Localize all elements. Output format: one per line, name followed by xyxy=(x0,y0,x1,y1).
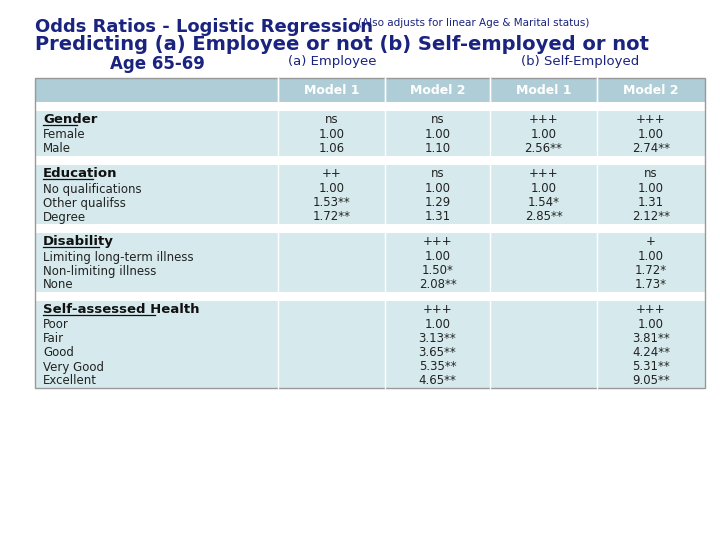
Text: Male: Male xyxy=(43,143,71,156)
Bar xyxy=(35,196,705,210)
Text: +++: +++ xyxy=(528,167,558,180)
Text: (Also adjusts for linear Age & Marital status): (Also adjusts for linear Age & Marital s… xyxy=(358,18,590,28)
Text: Model 1: Model 1 xyxy=(516,84,571,97)
Bar xyxy=(35,224,705,233)
Bar xyxy=(35,264,705,278)
Text: 2.74**: 2.74** xyxy=(632,143,670,156)
Text: +++: +++ xyxy=(423,303,452,316)
Text: 1.50*: 1.50* xyxy=(422,265,454,278)
Text: 2.56**: 2.56** xyxy=(525,143,562,156)
Text: Poor: Poor xyxy=(43,319,69,332)
Bar xyxy=(35,292,705,301)
Text: Non-limiting illness: Non-limiting illness xyxy=(43,265,156,278)
Text: No qualifications: No qualifications xyxy=(43,183,142,195)
Text: Age 65-69: Age 65-69 xyxy=(110,55,205,73)
Bar xyxy=(35,318,705,332)
Text: None: None xyxy=(43,279,73,292)
Text: 1.00: 1.00 xyxy=(425,319,451,332)
Text: Model 2: Model 2 xyxy=(624,84,679,97)
Bar xyxy=(35,182,705,196)
Text: 5.35**: 5.35** xyxy=(419,361,456,374)
Text: ns: ns xyxy=(431,113,444,126)
Text: +++: +++ xyxy=(528,113,558,126)
Text: 1.00: 1.00 xyxy=(638,319,664,332)
Text: ++: ++ xyxy=(322,167,341,180)
Text: 1.73*: 1.73* xyxy=(635,279,667,292)
Text: 5.31**: 5.31** xyxy=(632,361,670,374)
Text: 1.00: 1.00 xyxy=(318,183,344,195)
Bar xyxy=(35,233,705,250)
Text: 1.53**: 1.53** xyxy=(312,197,351,210)
Text: Gender: Gender xyxy=(43,113,97,126)
Text: 1.72**: 1.72** xyxy=(312,211,351,224)
Text: 1.31: 1.31 xyxy=(638,197,664,210)
Text: ns: ns xyxy=(644,167,658,180)
Text: 2.85**: 2.85** xyxy=(525,211,562,224)
Text: 1.00: 1.00 xyxy=(425,129,451,141)
Text: 3.65**: 3.65** xyxy=(418,347,456,360)
Bar xyxy=(35,142,705,156)
Text: 1.00: 1.00 xyxy=(425,251,451,264)
Bar xyxy=(35,250,705,264)
Text: Excellent: Excellent xyxy=(43,375,97,388)
Text: Predicting (a) Employee or not (b) Self-employed or not: Predicting (a) Employee or not (b) Self-… xyxy=(35,35,649,54)
Text: +++: +++ xyxy=(423,235,452,248)
Bar xyxy=(35,301,705,318)
Bar xyxy=(35,278,705,292)
Text: Disability: Disability xyxy=(43,235,114,248)
Text: 1.29: 1.29 xyxy=(424,197,451,210)
Text: Good: Good xyxy=(43,347,74,360)
Text: Very Good: Very Good xyxy=(43,361,104,374)
Text: 1.00: 1.00 xyxy=(531,129,557,141)
Text: (b) Self-Employed: (b) Self-Employed xyxy=(521,55,639,68)
Text: 1.00: 1.00 xyxy=(638,251,664,264)
Text: Female: Female xyxy=(43,129,86,141)
Bar xyxy=(35,374,705,388)
Text: +++: +++ xyxy=(636,303,666,316)
Text: 9.05**: 9.05** xyxy=(632,375,670,388)
Text: 1.00: 1.00 xyxy=(318,129,344,141)
Text: 2.12**: 2.12** xyxy=(632,211,670,224)
Text: Education: Education xyxy=(43,167,117,180)
Bar xyxy=(35,346,705,360)
Text: Odds Ratios - Logistic Regression: Odds Ratios - Logistic Regression xyxy=(35,18,373,36)
Bar xyxy=(35,111,705,128)
Text: Other qualifss: Other qualifss xyxy=(43,197,126,210)
Text: +: + xyxy=(646,235,656,248)
Text: 4.24**: 4.24** xyxy=(632,347,670,360)
Text: Fair: Fair xyxy=(43,333,64,346)
Text: (a) Employee: (a) Employee xyxy=(288,55,377,68)
Bar xyxy=(35,78,705,102)
Text: 1.72*: 1.72* xyxy=(635,265,667,278)
Text: 2.08**: 2.08** xyxy=(418,279,456,292)
Bar xyxy=(35,332,705,346)
Bar xyxy=(35,165,705,182)
Text: Self-assessed Health: Self-assessed Health xyxy=(43,303,199,316)
Text: ns: ns xyxy=(431,167,444,180)
Bar xyxy=(35,210,705,224)
Bar xyxy=(35,360,705,374)
Bar xyxy=(35,128,705,142)
Text: Degree: Degree xyxy=(43,211,86,224)
Text: +++: +++ xyxy=(636,113,666,126)
Bar xyxy=(35,78,705,388)
Text: Limiting long-term illness: Limiting long-term illness xyxy=(43,251,194,264)
Bar xyxy=(35,102,705,111)
Text: 1.10: 1.10 xyxy=(424,143,451,156)
Text: 1.54*: 1.54* xyxy=(528,197,559,210)
Text: 4.65**: 4.65** xyxy=(418,375,456,388)
Text: 3.81**: 3.81** xyxy=(632,333,670,346)
Text: Model 1: Model 1 xyxy=(304,84,359,97)
Text: 1.00: 1.00 xyxy=(638,129,664,141)
Text: 1.06: 1.06 xyxy=(318,143,345,156)
Text: 1.00: 1.00 xyxy=(425,183,451,195)
Text: 3.13**: 3.13** xyxy=(418,333,456,346)
Text: 1.00: 1.00 xyxy=(638,183,664,195)
Text: ns: ns xyxy=(325,113,338,126)
Text: Model 2: Model 2 xyxy=(410,84,465,97)
Text: 1.31: 1.31 xyxy=(424,211,451,224)
Bar xyxy=(35,156,705,165)
Text: 1.00: 1.00 xyxy=(531,183,557,195)
